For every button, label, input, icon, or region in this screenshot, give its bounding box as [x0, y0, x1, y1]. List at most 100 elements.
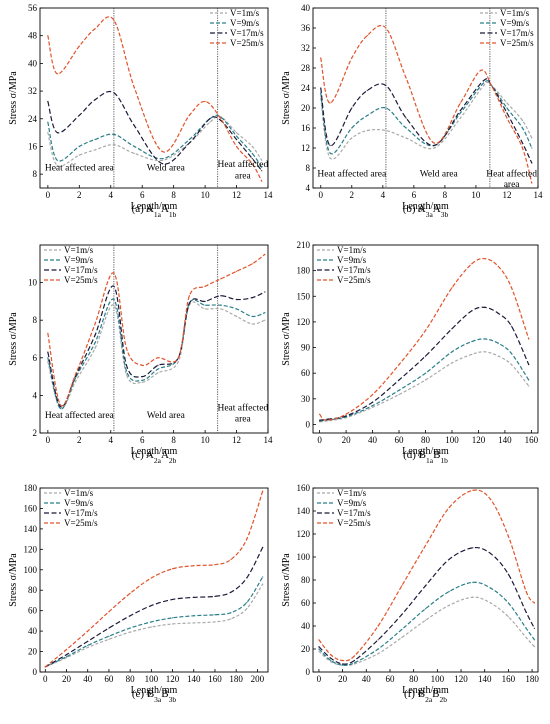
data-point [220, 118, 222, 120]
data-point [129, 615, 131, 617]
x-tick-label: 60 [104, 674, 114, 684]
data-point [459, 112, 462, 114]
data-point [405, 117, 407, 119]
data-point [133, 145, 135, 148]
x-axis-label: Length/mm [131, 201, 178, 212]
data-point [497, 265, 499, 267]
data-point [157, 357, 159, 359]
region-annotation: Weld area [420, 170, 459, 180]
legend-entry: V=1m/s [337, 245, 367, 255]
y-tick-label: 120 [297, 317, 311, 327]
x-tick-label: 140 [478, 674, 492, 684]
data-point [261, 159, 263, 161]
data-point [230, 558, 232, 561]
y-tick-label: 140 [24, 524, 38, 534]
data-point [171, 623, 174, 625]
chart-caption: (f) B2aB2b [404, 688, 447, 704]
data-point [459, 117, 462, 119]
data-point [330, 654, 332, 656]
data-point [342, 664, 344, 666]
data-point [366, 89, 368, 92]
caption-text: (b) A [403, 203, 426, 215]
data-point [459, 109, 462, 112]
data-point [162, 157, 164, 160]
data-point [483, 82, 485, 84]
data-point [204, 300, 206, 302]
data-point [472, 581, 474, 583]
legend-entry: V=9m/s [230, 18, 260, 28]
series-group [44, 490, 264, 668]
data-point [345, 415, 347, 417]
data-point [204, 304, 206, 306]
data-point [251, 263, 253, 265]
data-point [94, 342, 96, 344]
data-point [398, 393, 400, 396]
region-annotation: Weld area [147, 411, 186, 421]
y-tick-label: 60 [301, 598, 311, 608]
data-point [371, 393, 374, 396]
data-point [235, 270, 238, 272]
data-point [220, 304, 222, 306]
data-point [401, 636, 403, 639]
data-point [251, 157, 253, 160]
x-tick-label: 12 [502, 190, 511, 200]
data-point [329, 144, 331, 147]
data-point [398, 364, 400, 366]
data-point [385, 84, 387, 87]
data-point [261, 166, 263, 168]
data-point [188, 114, 190, 116]
legend-entry: V=17m/s [500, 28, 534, 38]
data-point [448, 604, 450, 606]
data-point [479, 69, 482, 72]
legend-entry: V=9m/s [64, 255, 94, 265]
y-tick-label: 20 [301, 644, 311, 654]
caption-text: (d) B [403, 449, 426, 461]
data-point [351, 137, 353, 139]
data-point [264, 253, 266, 255]
data-point [193, 622, 195, 624]
x-tick-label: 180 [525, 674, 539, 684]
data-point [113, 272, 115, 274]
data-point [94, 138, 96, 141]
caption-subscript: 3b [169, 695, 177, 704]
y-tick-label: 12 [301, 143, 310, 153]
data-point [385, 129, 387, 132]
legend-entry: V=1m/s [337, 488, 367, 498]
data-point [521, 142, 524, 144]
data-point [371, 406, 374, 408]
data-point [525, 636, 527, 639]
data-point [113, 285, 115, 287]
data-point [424, 329, 427, 332]
data-point [521, 119, 524, 122]
data-point [351, 127, 353, 129]
y-tick-label: 16 [28, 141, 38, 151]
data-point [320, 97, 322, 99]
legend-entry: V=17m/s [64, 265, 98, 275]
y-tick-label: 0 [306, 667, 311, 677]
data-point [150, 626, 152, 628]
y-tick-label: 8 [33, 315, 38, 325]
y-tick-label: 160 [24, 503, 38, 513]
data-point [401, 628, 403, 631]
data-point [401, 613, 403, 616]
data-point [47, 35, 49, 37]
y-tick-label: 10 [28, 278, 38, 288]
legend-entry: V=25m/s [337, 275, 371, 285]
data-point [56, 73, 58, 75]
data-point [141, 364, 143, 366]
data-point [401, 585, 403, 587]
legend-entry: V=17m/s [64, 508, 98, 518]
x-tick-label: 160 [525, 435, 539, 445]
x-tick-label: 40 [83, 674, 93, 684]
y-tick-label: 100 [297, 552, 311, 562]
data-point [424, 585, 427, 587]
data-point [472, 596, 474, 598]
y-tick-label: 32 [301, 43, 310, 53]
series-line-3 [44, 547, 264, 668]
x-tick-label: 120 [454, 674, 468, 684]
y-tick-label: 36 [301, 23, 311, 33]
data-point [193, 615, 195, 617]
data-point [497, 312, 499, 314]
data-point [78, 154, 80, 156]
